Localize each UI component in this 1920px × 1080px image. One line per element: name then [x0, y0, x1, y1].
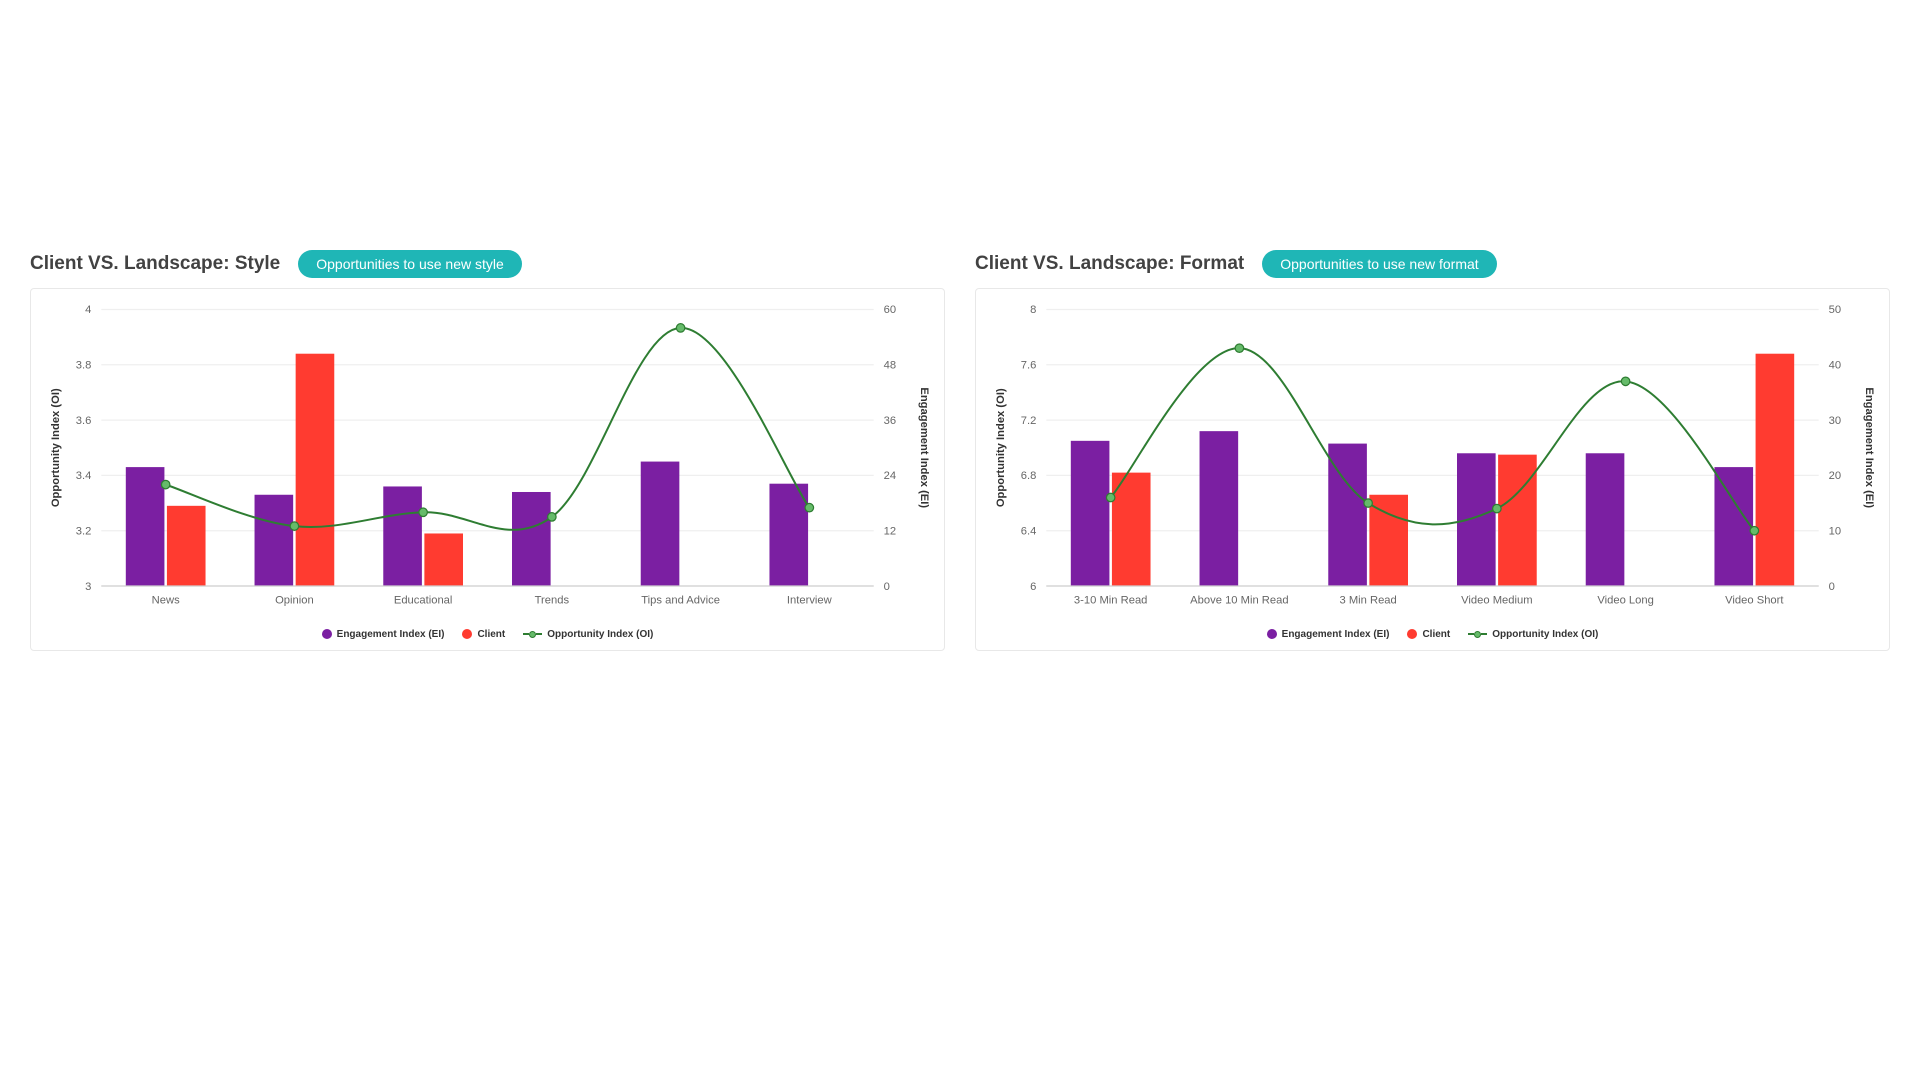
svg-text:7.6: 7.6	[1021, 360, 1037, 372]
svg-text:7.2: 7.2	[1021, 415, 1037, 427]
svg-text:10: 10	[1829, 525, 1841, 537]
chart-card-style: 3 3.2 3.4 3.6 3.8 4 0 12 24 36 48 60 Opportunity Ind…	[30, 288, 945, 651]
svg-text:30: 30	[1829, 415, 1841, 427]
panel-format: Client VS. Landscape: Format Opportuniti…	[975, 250, 1890, 651]
svg-text:24: 24	[884, 470, 896, 482]
legend-label: Client	[1422, 629, 1450, 640]
chart-wrap: 6 6.4 6.8 7.2 7.6 8 0 10 20 30 40 50 Opportunity Ind…	[984, 297, 1881, 621]
svg-text:50: 50	[1829, 304, 1841, 316]
legend-item-engagement: Engagement Index (EI)	[322, 629, 445, 640]
svg-text:Above 10 Min Read: Above 10 Min Read	[1190, 594, 1288, 606]
panel-title: Client VS. Landscape: Style	[30, 253, 280, 275]
panel-badge: Opportunities to use new style	[298, 250, 522, 278]
svg-text:0: 0	[1829, 581, 1835, 593]
panel-header: Client VS. Landscape: Style Opportunitie…	[30, 250, 945, 278]
svg-text:3.6: 3.6	[76, 415, 92, 427]
svg-text:6: 6	[1030, 581, 1036, 593]
svg-text:News: News	[152, 594, 180, 606]
chart-card-format: 6 6.4 6.8 7.2 7.6 8 0 10 20 30 40 50 Opportunity Ind…	[975, 288, 1890, 651]
legend-label: Opportunity Index (OI)	[1492, 629, 1598, 640]
svg-text:Video Long: Video Long	[1597, 594, 1654, 606]
svg-text:3 Min Read: 3 Min Read	[1339, 594, 1396, 606]
legend-label: Opportunity Index (OI)	[547, 629, 653, 640]
legend-label: Client	[477, 629, 505, 640]
legend-dot-icon	[1407, 629, 1417, 639]
svg-text:Tips and Advice: Tips and Advice	[641, 594, 720, 606]
svg-text:Engagement Index (EI): Engagement Index (EI)	[918, 387, 930, 508]
chart-legend: Engagement Index (EI) Client Opportunity…	[984, 621, 1881, 644]
svg-text:60: 60	[884, 304, 896, 316]
svg-text:Interview: Interview	[787, 594, 833, 606]
legend-dot-icon	[322, 629, 332, 639]
svg-text:Trends: Trends	[535, 594, 570, 606]
svg-text:Opinion: Opinion	[275, 594, 314, 606]
svg-text:Opportunity Index (OI): Opportunity Index (OI)	[50, 388, 62, 507]
svg-text:Opportunity Index (OI): Opportunity Index (OI)	[995, 388, 1007, 507]
chart-wrap: 3 3.2 3.4 3.6 3.8 4 0 12 24 36 48 60 Opportunity Ind…	[39, 297, 936, 621]
legend-line-icon	[523, 631, 542, 638]
svg-text:36: 36	[884, 415, 896, 427]
svg-text:6.4: 6.4	[1021, 525, 1037, 537]
legend-dot-icon	[462, 629, 472, 639]
legend-label: Engagement Index (EI)	[1282, 629, 1390, 640]
svg-text:3-10 Min Read: 3-10 Min Read	[1074, 594, 1147, 606]
legend-label: Engagement Index (EI)	[337, 629, 445, 640]
svg-text:40: 40	[1829, 360, 1841, 372]
combo-chart-style: 3 3.2 3.4 3.6 3.8 4 0 12 24 36 48 60 Opportunity Ind…	[39, 297, 936, 621]
svg-text:48: 48	[884, 360, 896, 372]
svg-text:6.8: 6.8	[1021, 470, 1037, 482]
panel-header: Client VS. Landscape: Format Opportuniti…	[975, 250, 1890, 278]
panel-style: Client VS. Landscape: Style Opportunitie…	[30, 250, 945, 651]
legend-item-client: Client	[1407, 629, 1450, 640]
svg-text:3.8: 3.8	[76, 360, 92, 372]
chart-legend: Engagement Index (EI) Client Opportunity…	[39, 621, 936, 644]
svg-text:8: 8	[1030, 304, 1036, 316]
legend-item-engagement: Engagement Index (EI)	[1267, 629, 1390, 640]
svg-text:3: 3	[85, 581, 91, 593]
legend-item-client: Client	[462, 629, 505, 640]
svg-text:3.4: 3.4	[76, 470, 92, 482]
combo-chart-format: 6 6.4 6.8 7.2 7.6 8 0 10 20 30 40 50 Opportunity Ind…	[984, 297, 1881, 621]
legend-item-opportunity: Opportunity Index (OI)	[523, 629, 653, 640]
svg-text:Video Short: Video Short	[1725, 594, 1784, 606]
svg-text:Engagement Index (EI): Engagement Index (EI)	[1863, 387, 1875, 508]
svg-text:Video Medium: Video Medium	[1461, 594, 1532, 606]
panel-title: Client VS. Landscape: Format	[975, 253, 1244, 275]
svg-text:20: 20	[1829, 470, 1841, 482]
svg-text:3.2: 3.2	[76, 525, 92, 537]
svg-text:12: 12	[884, 525, 896, 537]
svg-text:Educational: Educational	[394, 594, 453, 606]
svg-text:0: 0	[884, 581, 890, 593]
panel-badge: Opportunities to use new format	[1262, 250, 1496, 278]
legend-item-opportunity: Opportunity Index (OI)	[1468, 629, 1598, 640]
dashboard-row: Client VS. Landscape: Style Opportunitie…	[30, 250, 1890, 651]
legend-line-icon	[1468, 631, 1487, 638]
legend-dot-icon	[1267, 629, 1277, 639]
svg-text:4: 4	[85, 304, 91, 316]
